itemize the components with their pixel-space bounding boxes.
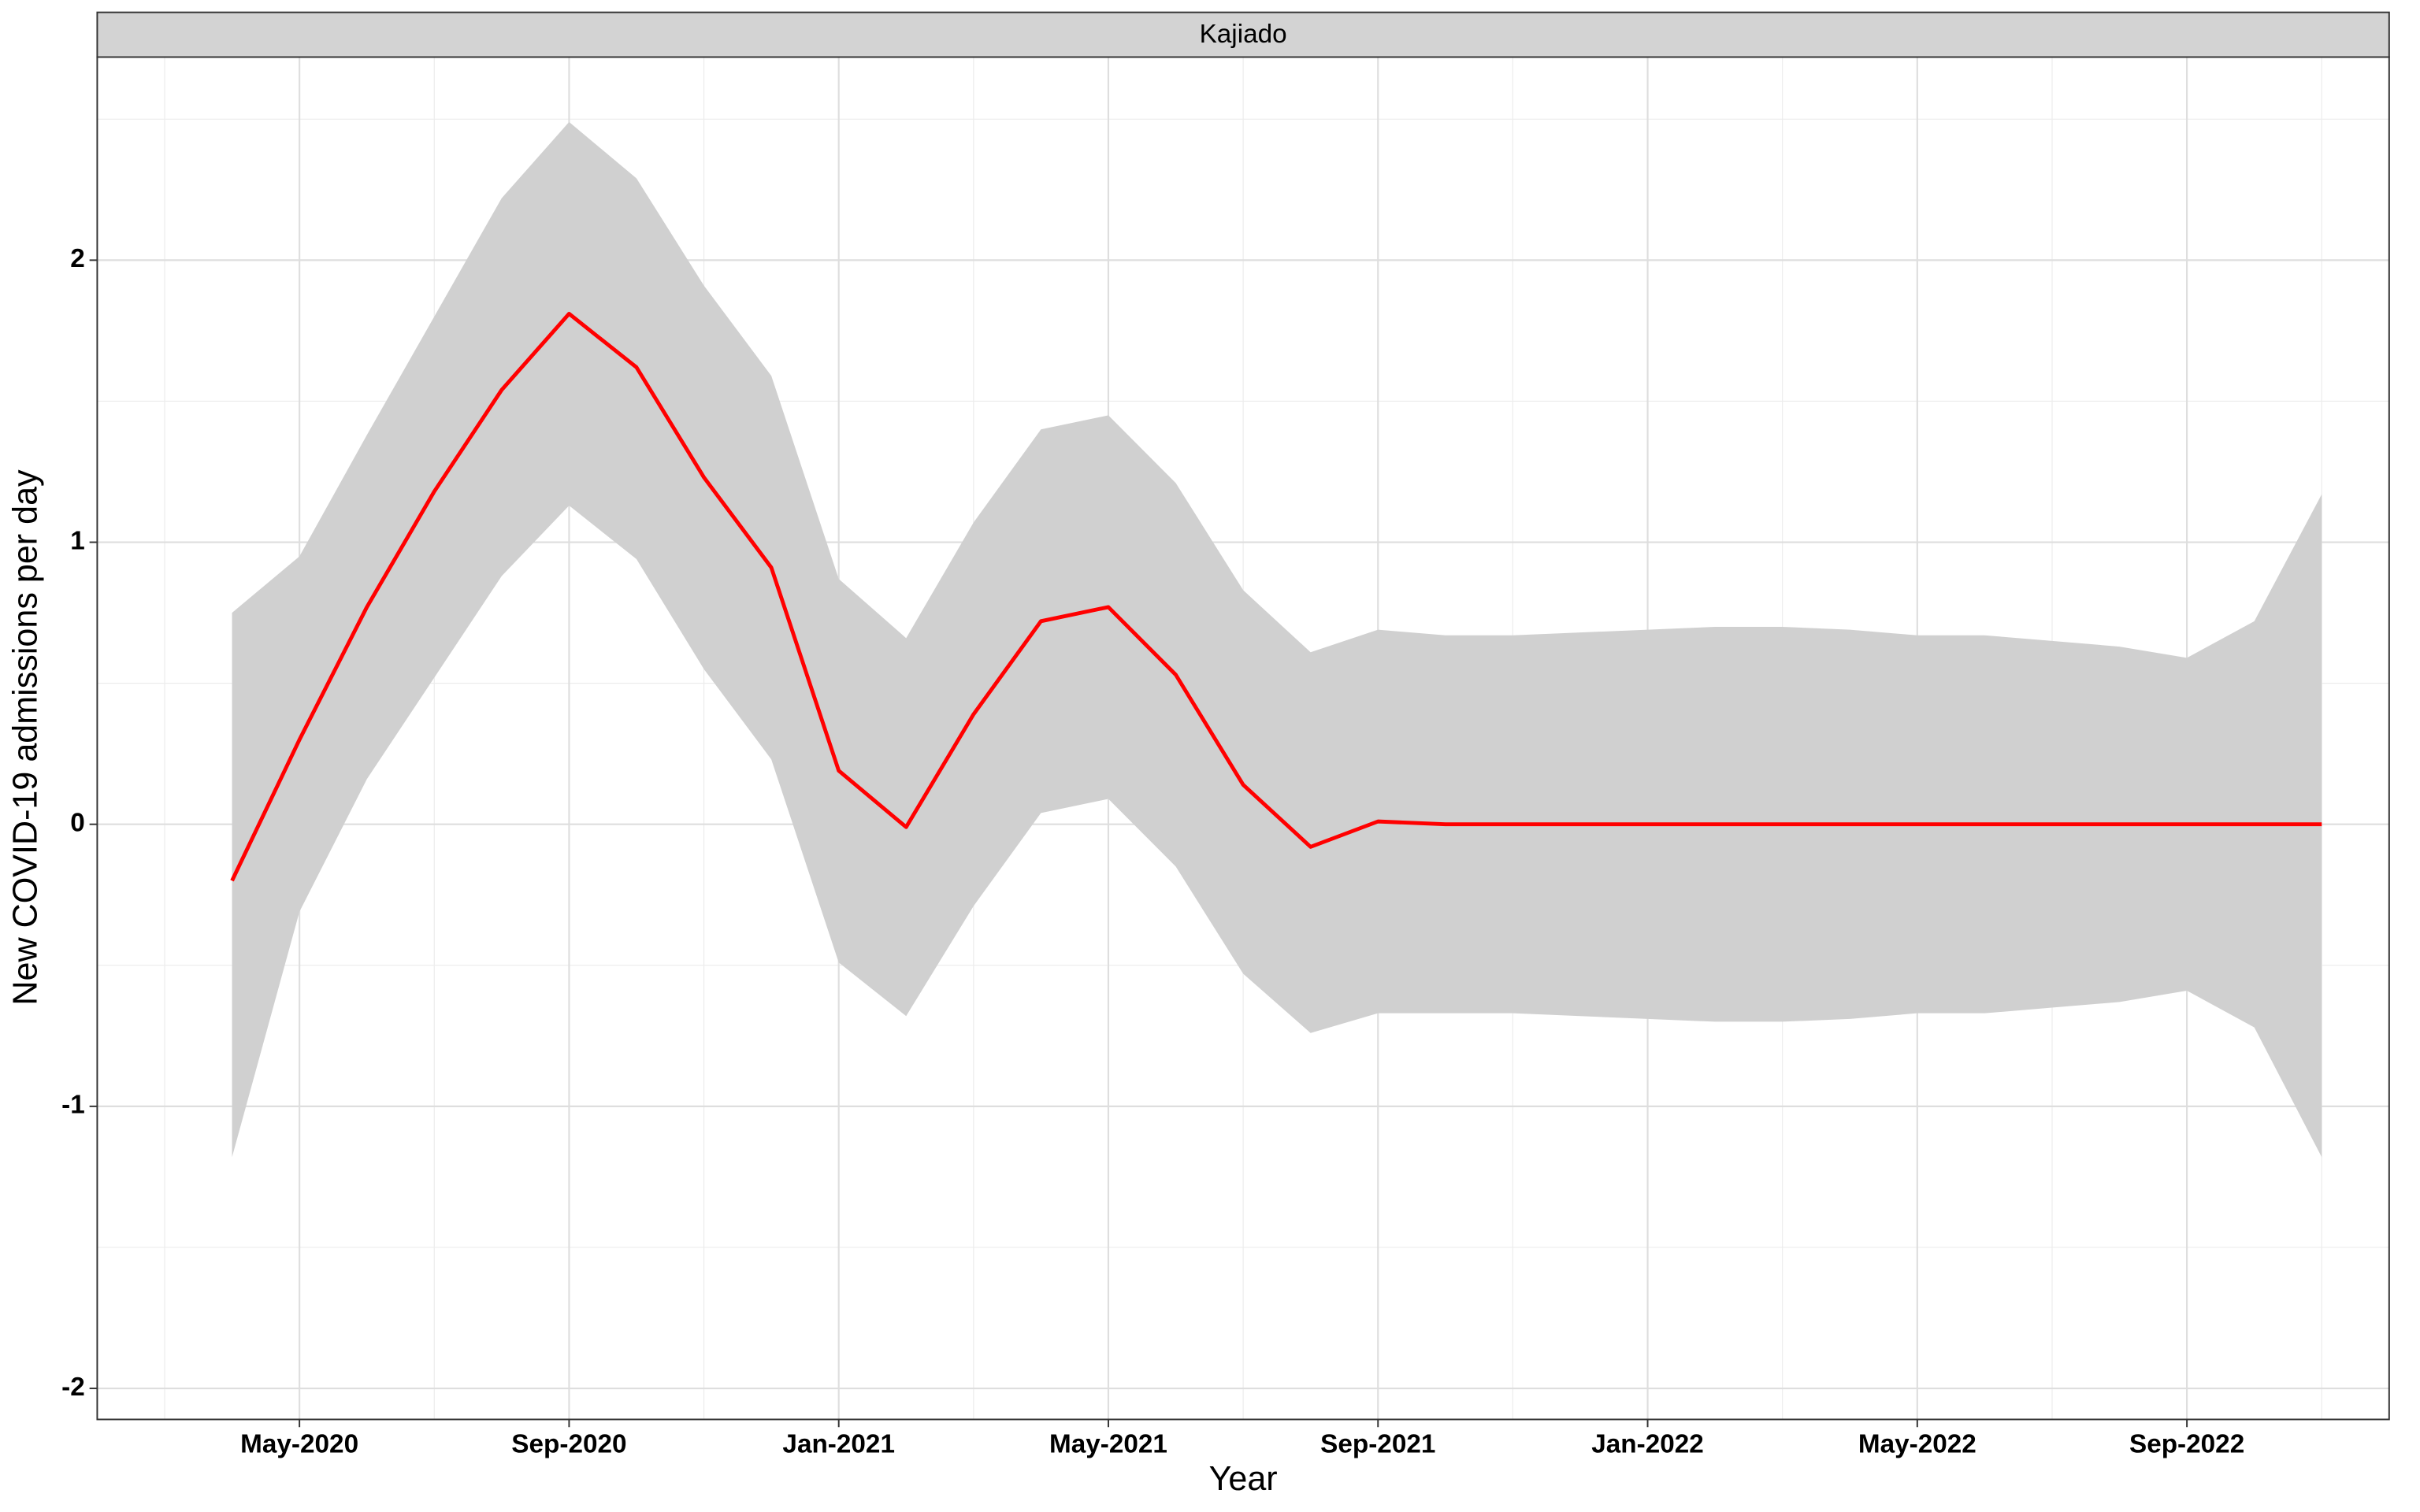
strip-background bbox=[96, 11, 2390, 58]
x-tick-label: Jan-2022 bbox=[1591, 1430, 1704, 1459]
strip-title: Kajiado bbox=[1200, 20, 1287, 49]
x-tick-label: May-2022 bbox=[1858, 1430, 1976, 1459]
y-tick-label: -1 bbox=[61, 1091, 85, 1120]
series-line bbox=[230, 311, 2322, 882]
y-axis-title: New COVID-19 admissions per day bbox=[7, 469, 45, 1006]
x-tick-label: Sep-2021 bbox=[1320, 1430, 1435, 1459]
x-tick-label: Sep-2020 bbox=[511, 1430, 626, 1459]
y-tick-label: 2 bbox=[70, 244, 85, 273]
x-tick-label: Jan-2021 bbox=[782, 1430, 895, 1459]
y-tick-label: 1 bbox=[70, 526, 85, 555]
x-tick-label: Sep-2022 bbox=[2129, 1430, 2244, 1459]
y-tick-label: -2 bbox=[61, 1373, 85, 1402]
x-tick-label: May-2020 bbox=[240, 1430, 358, 1459]
y-tick-label: 0 bbox=[70, 809, 85, 838]
confidence-band bbox=[232, 121, 2322, 1158]
plot-border bbox=[96, 56, 2390, 1421]
x-axis-title: Year bbox=[1209, 1460, 1278, 1498]
x-tick-label: May-2021 bbox=[1049, 1430, 1167, 1459]
